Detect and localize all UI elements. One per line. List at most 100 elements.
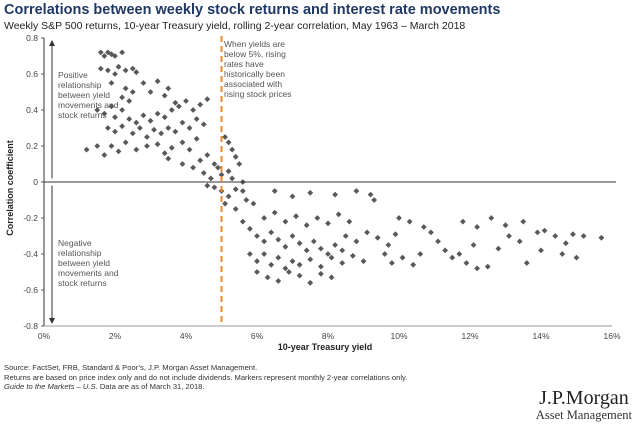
scatter-point <box>101 152 108 158</box>
scatter-point <box>261 251 267 257</box>
threshold-note: When yields are below 5%, rising rates hav… <box>224 39 292 99</box>
scatter-point <box>165 125 172 131</box>
scatter-point <box>172 128 179 135</box>
scatter-point <box>144 134 150 140</box>
brand-tagline: Asset Management <box>535 408 632 422</box>
y-tick-label: 0.8 <box>26 34 38 43</box>
scatter-point <box>332 242 338 248</box>
scatter-point <box>502 222 509 229</box>
scatter-point <box>296 261 303 268</box>
scatter-point <box>261 238 267 245</box>
scatter-point <box>293 213 299 220</box>
scatter-point <box>562 240 569 247</box>
scatter-point <box>112 53 118 59</box>
scatter-point <box>463 260 470 266</box>
scatter-point <box>289 258 296 265</box>
scatter-point <box>254 258 260 265</box>
scatter-point <box>406 218 413 225</box>
down-arrow-icon <box>49 318 55 324</box>
scatter-point <box>580 233 587 239</box>
scatter-point <box>129 130 136 137</box>
scatter-point <box>559 251 566 257</box>
scatter-point <box>179 139 186 146</box>
scatter-point <box>254 269 260 275</box>
scatter-point <box>296 272 303 279</box>
scatter-point <box>229 146 236 153</box>
scatter-point <box>325 220 331 227</box>
scatter-point <box>275 278 282 284</box>
scatter-point <box>119 49 125 56</box>
chart-subtitle: Weekly S&P 500 returns, 10-year Treasury… <box>4 20 466 32</box>
scatter-point <box>112 114 118 121</box>
x-tick-label: 14% <box>532 331 549 341</box>
scatter-point <box>474 265 480 272</box>
scatter-point <box>410 261 417 268</box>
scatter-point <box>97 65 104 72</box>
scatter-point <box>122 67 129 74</box>
scatter-point <box>140 112 147 119</box>
brand-name: J.P.Morgan <box>539 387 629 409</box>
scatter-point <box>261 215 267 221</box>
scatter-point <box>183 98 189 104</box>
scatter-point <box>282 243 289 250</box>
scatter-point <box>105 67 111 74</box>
scatter-point <box>346 218 353 225</box>
scatter-point <box>314 215 321 221</box>
scatter-point <box>186 146 193 153</box>
scatter-point <box>523 260 530 266</box>
scatter-point <box>222 200 228 207</box>
chart-title: Correlations between weekly stock return… <box>4 2 501 18</box>
scatter-point <box>232 153 239 160</box>
scatter-point <box>488 215 495 221</box>
scatter-point <box>108 143 115 149</box>
scatter-point <box>268 229 275 236</box>
scatter-point <box>282 218 289 225</box>
scatter-point <box>239 218 246 225</box>
scatter-point <box>442 247 449 254</box>
x-axis-label: 10-year Treasury yield <box>278 342 373 352</box>
scatter-point <box>168 144 175 151</box>
scatter-point <box>190 164 196 171</box>
scatter-point <box>303 222 310 229</box>
scatter-point <box>247 251 253 257</box>
x-tick-label: 4% <box>180 331 193 341</box>
scatter-point <box>200 121 207 128</box>
x-tick-label: 2% <box>109 331 122 341</box>
scatter-point <box>168 107 175 113</box>
scatter-point <box>318 270 324 277</box>
scatter-point <box>122 139 129 146</box>
scatter-point <box>133 69 140 76</box>
scatter-point <box>339 247 346 254</box>
y-tick-label: 0.6 <box>26 69 38 79</box>
scatter-point <box>570 231 576 238</box>
scatter-point <box>538 247 544 254</box>
scatter-point <box>211 184 218 191</box>
scatter-point <box>218 171 225 178</box>
scatter-point <box>225 193 232 200</box>
negative-relationship-note: Negative relationship between yield movemen… <box>58 238 119 288</box>
scatter-point <box>101 53 108 59</box>
scatter-point <box>520 218 527 225</box>
scatter-point <box>105 49 111 56</box>
scatter-point <box>225 168 232 175</box>
scatter-point <box>161 114 168 121</box>
scatter-point <box>474 224 480 230</box>
scatter-point <box>136 125 143 131</box>
scatter-point <box>129 65 136 72</box>
scatter-point <box>335 211 342 218</box>
positive-relationship-note: Positive relationship between yield movemen… <box>58 70 119 120</box>
scatter-point <box>115 63 122 70</box>
scatter-point <box>328 254 335 261</box>
scatter-point <box>456 251 463 257</box>
scatter-point <box>389 260 395 266</box>
scatter-point <box>254 233 260 239</box>
scatter-point <box>197 157 204 164</box>
scatter-point <box>83 146 90 153</box>
scatter-point <box>225 139 232 146</box>
scatter-point <box>506 233 512 239</box>
scatter-point <box>420 224 427 230</box>
scatter-point <box>126 116 133 122</box>
x-tick-label: 16% <box>603 331 620 341</box>
scatter-point <box>232 186 239 193</box>
scatter-point <box>122 85 129 92</box>
